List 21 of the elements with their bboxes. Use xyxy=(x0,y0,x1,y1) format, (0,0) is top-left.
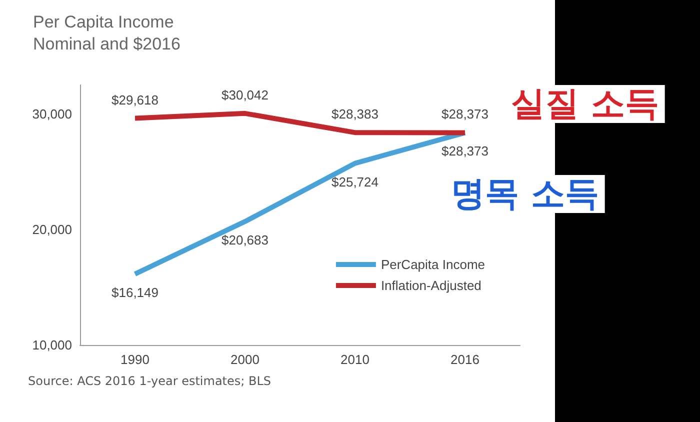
y-tick-label: 10,000 xyxy=(32,338,72,352)
legend-label: Inflation-Adjusted xyxy=(380,278,482,293)
y-tick-label: 30,000 xyxy=(32,106,72,122)
annotation: 명목 소득 xyxy=(451,174,599,214)
y-tick-label: 20,000 xyxy=(32,222,72,237)
data-label: $20,683 xyxy=(222,232,268,248)
data-label: $16,149 xyxy=(112,284,158,300)
data-label: $29,618 xyxy=(112,92,158,108)
chart-title: Per Capita Income Nominal and $2016 xyxy=(33,12,180,54)
x-tick-label: 2010 xyxy=(340,352,370,367)
data-label: $30,042 xyxy=(222,87,268,102)
legend-label: PerCapita Income xyxy=(380,257,486,272)
x-tick-label: 2016 xyxy=(450,352,480,367)
data-label: $28,383 xyxy=(332,106,378,122)
x-tick-label: 2000 xyxy=(230,352,260,367)
x-tick-label: 1990 xyxy=(120,352,150,367)
data-label: $25,724 xyxy=(332,174,378,190)
source-note: Source: ACS 2016 1-year estimates; BLS xyxy=(28,374,272,388)
annotation: 실질 소득 xyxy=(511,84,659,124)
data-label: $28,373 xyxy=(442,106,488,122)
data-label: $28,373 xyxy=(442,144,488,159)
